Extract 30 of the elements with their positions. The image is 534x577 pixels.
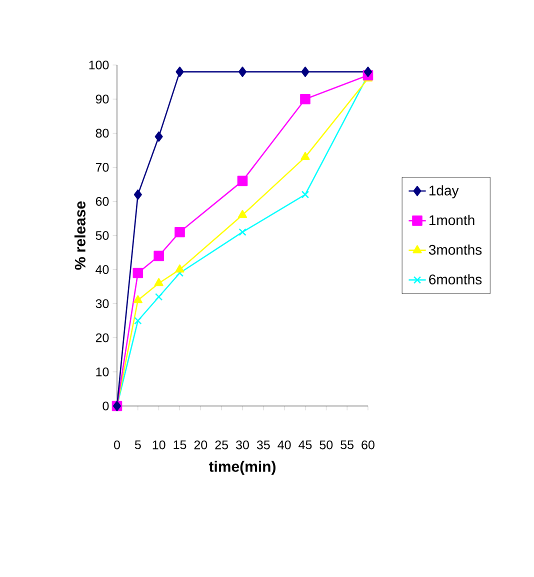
y-tick-label: 0 — [102, 402, 109, 410]
y-tick-label: 10 — [96, 367, 109, 376]
x-tick-label: 30 — [236, 440, 249, 450]
x-axis-title: time(min) — [208, 460, 276, 475]
x-tick-label: 40 — [278, 440, 291, 450]
x-tick-label: 0 — [114, 440, 120, 450]
y-tick-label: 50 — [96, 231, 109, 240]
x-tick-label: 35 — [256, 440, 270, 450]
y-tick-label: 70 — [96, 162, 109, 172]
x-tick-label: 10 — [152, 440, 166, 450]
legend-label: 6months — [429, 274, 482, 284]
x-tick-label: 25 — [215, 440, 228, 450]
y-tick-label: 40 — [96, 265, 109, 274]
y-tick-label: 20 — [96, 333, 109, 342]
legend-label: 1month — [430, 214, 474, 226]
x-tick-label: 50 — [320, 440, 333, 450]
x-tick-label: 45 — [298, 440, 312, 450]
x-tick-label: 5 — [134, 440, 141, 450]
x-tick-label: 15 — [174, 440, 186, 450]
y-tick-label: 30 — [96, 299, 109, 308]
legend-label: 3months — [428, 244, 482, 255]
y-tick-label: 60 — [96, 196, 109, 206]
y-tick-label: 100 — [89, 60, 109, 70]
legend-label: 1day — [430, 185, 459, 198]
y-axis-title: % release — [74, 201, 86, 270]
x-tick-label: 55 — [340, 440, 354, 450]
x-tick-label: 20 — [194, 440, 208, 450]
y-tick-label: 90 — [96, 94, 109, 104]
y-tick-label: 80 — [96, 128, 109, 138]
x-tick-label: 60 — [362, 440, 374, 450]
